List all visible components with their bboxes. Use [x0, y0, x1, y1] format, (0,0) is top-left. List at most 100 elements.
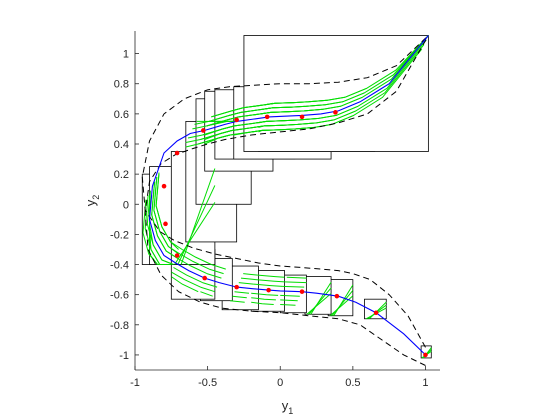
flow-curve-6-0	[230, 300, 245, 303]
flow-curve-1-2	[369, 301, 387, 320]
flow-curve-18-3	[260, 35, 429, 115]
flow-curve-5-4	[255, 279, 285, 283]
y-tick-label-0: -1	[119, 350, 129, 362]
flow-curve-4-2	[280, 294, 300, 297]
flow-curve-6-5	[243, 273, 258, 276]
flow-group-2	[329, 284, 354, 317]
flow-curve-8-0	[171, 276, 199, 293]
flow-curve-18-5	[264, 35, 429, 106]
reachable-box-1	[364, 298, 387, 320]
flow-curve-2-0	[329, 295, 354, 317]
reachable-set-boxes	[141, 35, 432, 359]
x-tick-label-1: -0.5	[198, 377, 217, 389]
flow-curve-2-2	[333, 284, 354, 317]
flow-group-10	[148, 172, 183, 265]
y-tick-label-3: -0.4	[110, 260, 129, 272]
x-axis-label: y1	[282, 398, 294, 416]
x-tick-label-3: 0.5	[345, 377, 360, 389]
flow-curve-8-5	[181, 249, 212, 265]
flow-curve-10-5	[155, 172, 183, 250]
flow-group-6	[230, 273, 258, 303]
sample-point-8	[163, 221, 168, 227]
axes	[134, 31, 440, 371]
sample-point-6	[202, 275, 208, 281]
y-tick-label-4: -0.2	[110, 229, 129, 241]
flow-curve-11-0	[174, 202, 216, 265]
flow-group-11	[174, 168, 216, 265]
flow-curve-7-3	[206, 273, 222, 279]
sample-point-1	[373, 310, 379, 316]
y-axis-label-subscript: 2	[91, 195, 101, 200]
y-tick-label-9: 0.8	[114, 79, 129, 91]
sample-point-12	[234, 117, 239, 123]
flow-curve-6-2	[234, 291, 250, 294]
sample-point-11	[200, 128, 206, 133]
flow-curve-3-1	[308, 287, 332, 315]
flow-curve-6-4	[240, 277, 256, 281]
flow-curve-2-1	[331, 290, 354, 317]
sample-point-10	[174, 150, 180, 156]
flow-curve-18-4	[262, 35, 429, 110]
sample-point-0	[423, 352, 428, 358]
flow-curve-11-1	[177, 185, 216, 265]
sample-point-9	[161, 183, 167, 189]
sample-point-3	[299, 289, 305, 294]
flow-curve-8-2	[173, 267, 203, 284]
flow-curve-5-1	[251, 297, 276, 301]
flow-curve-11-2	[180, 168, 216, 265]
flow-curve-18-2	[256, 39, 427, 124]
flow-curve-3-0	[306, 293, 332, 315]
y-tick-label-10: 1	[123, 49, 129, 61]
sample-point-15	[333, 110, 338, 115]
sample-points	[161, 110, 428, 358]
sample-point-4	[266, 287, 271, 293]
reachable-box-18	[243, 35, 429, 152]
flow-curve-5-0	[251, 301, 274, 305]
flow-curve-4-5	[286, 276, 307, 279]
reachable-box-2	[327, 279, 354, 317]
flow-curve-7-0	[200, 291, 213, 297]
flow-group-4	[280, 276, 307, 306]
flow-curve-4-4	[284, 281, 307, 284]
bound-curves	[141, 35, 429, 366]
x-axis-label-main: y	[282, 398, 289, 413]
flow-curve-5-5	[257, 274, 285, 278]
flow-curve-8-1	[171, 271, 201, 288]
x-axis-label-subscript: 1	[288, 406, 293, 416]
y-tick-label-8: 0.6	[114, 109, 129, 121]
sample-point-13	[264, 114, 270, 120]
y-axis-label: y2	[83, 195, 101, 207]
lower-bound-curve	[144, 35, 429, 366]
flow-group-7	[200, 264, 226, 297]
flow-group-3	[306, 281, 332, 315]
reachable-box-3	[304, 276, 332, 315]
trajectory-layer	[148, 35, 429, 356]
flow-curve-6-1	[232, 295, 247, 299]
flow-curve-10-3	[151, 181, 179, 259]
sample-point-7	[174, 253, 180, 258]
x-tick-label-2: 0	[277, 377, 283, 389]
flow-curve-7-4	[208, 268, 224, 275]
flow-curve-4-1	[280, 299, 298, 302]
sample-point-2	[334, 293, 340, 299]
y-tick-label-5: 0	[123, 199, 129, 211]
y-tick-label-6: 0.2	[114, 169, 129, 181]
flow-curve-5-2	[251, 292, 279, 296]
flow-curve-7-2	[202, 282, 218, 288]
flow-curve-7-1	[200, 286, 216, 293]
y-tick-labels: -1 -0.8 -0.6 -0.4 -0.2 0 0.2 0.4 0.6 0.8 1	[110, 49, 139, 362]
x-tick-labels: -1 -0.5 0 0.5 1	[130, 366, 429, 389]
x-tick-label-4: 1	[422, 377, 428, 389]
flow-curve-3-2	[310, 281, 332, 315]
flow-curve-6-3	[238, 282, 254, 285]
flow-curve-18-1	[254, 44, 425, 128]
y-axis-label-main: y	[83, 199, 98, 206]
upper-bound-curve	[141, 35, 429, 348]
y-tick-label-2: -0.6	[110, 290, 129, 302]
flow-curve-10-4	[153, 177, 181, 255]
sample-point-14	[299, 114, 305, 120]
y-tick-label-7: 0.4	[114, 139, 129, 151]
flow-group-5	[251, 274, 285, 305]
flow-curve-4-3	[282, 285, 305, 288]
